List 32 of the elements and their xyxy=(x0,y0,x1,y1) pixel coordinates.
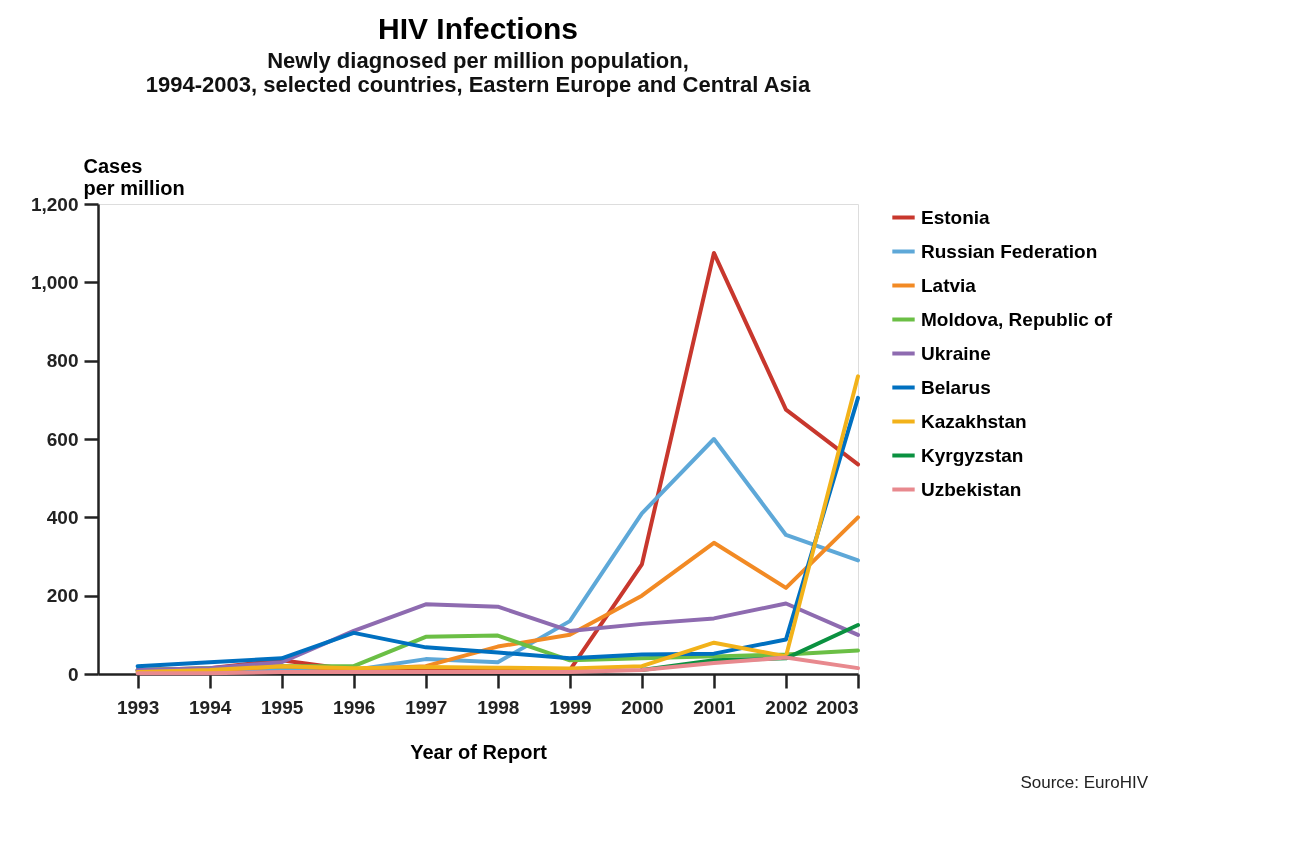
legend-label: Belarus xyxy=(921,376,991,398)
y-tick-label: 600 xyxy=(46,428,79,450)
x-tick-label: 1995 xyxy=(261,696,304,718)
x-tick-label: 1993 xyxy=(116,696,160,718)
x-tick-label: 1999 xyxy=(549,696,592,718)
y-tick-label: 1,200 xyxy=(30,193,79,215)
legend-label: Moldova, Republic of xyxy=(921,308,1113,330)
x-tick-label: 2002 xyxy=(765,696,808,718)
x-tick-label: 1996 xyxy=(333,696,376,718)
chart-title: HIV Infections xyxy=(377,12,579,45)
x-tick-label: 2003 xyxy=(816,696,859,718)
x-tick-label: 1998 xyxy=(477,696,520,718)
x-tick-label: 1994 xyxy=(189,696,232,718)
chart-subtitle: Newly diagnosed per million population, 1994-2003, selected countries, Eastern Europe and Central Asia xyxy=(145,48,811,97)
legend-label: Kazakhstan xyxy=(921,410,1027,432)
y-tick-label: 400 xyxy=(46,506,79,528)
y-axis-title: Cases per million xyxy=(83,154,185,199)
x-tick-label: 2001 xyxy=(693,696,736,718)
source-note: Source: EuroHIV xyxy=(1020,773,1149,792)
y-tick-label: 800 xyxy=(46,350,79,372)
x-tick-label: 2000 xyxy=(621,696,664,718)
legend-label: Uzbekistan xyxy=(921,478,1022,500)
y-tick-label: 200 xyxy=(46,585,79,607)
legend-label: Kyrgyzstan xyxy=(921,444,1024,466)
legend-label: Ukraine xyxy=(921,342,991,364)
x-axis-title: Year of Report xyxy=(410,740,548,763)
legend-label: Russian Federation xyxy=(921,240,1098,262)
legend-label: Estonia xyxy=(921,206,991,228)
x-tick-label: 1997 xyxy=(405,696,448,718)
y-tick-label: 0 xyxy=(67,663,79,685)
legend-label: Latvia xyxy=(921,274,977,296)
y-tick-label: 1,000 xyxy=(30,271,79,293)
